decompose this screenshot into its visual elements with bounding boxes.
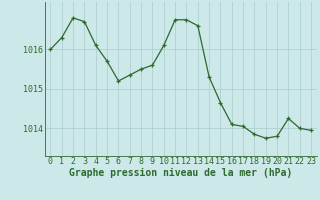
X-axis label: Graphe pression niveau de la mer (hPa): Graphe pression niveau de la mer (hPa): [69, 168, 292, 178]
